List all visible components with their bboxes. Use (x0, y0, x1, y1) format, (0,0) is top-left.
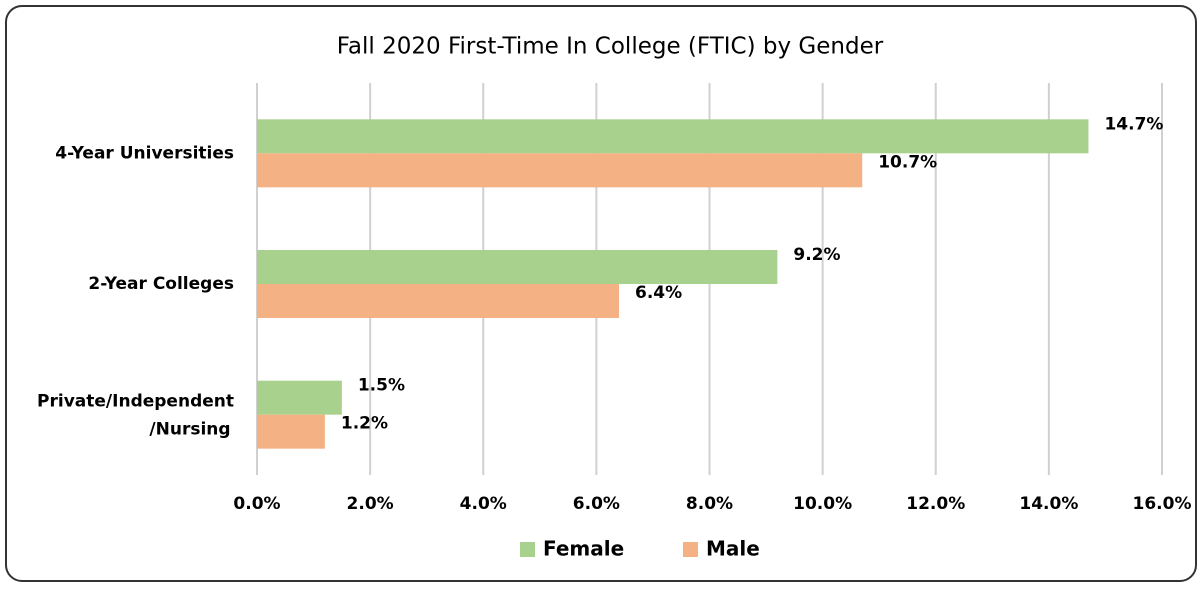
bar (257, 284, 619, 318)
x-tick-label: 0.0% (233, 494, 280, 514)
x-tick-label: 6.0% (573, 494, 620, 514)
x-tick-label: 16.0% (1133, 494, 1192, 514)
x-tick-label: 4.0% (460, 494, 507, 514)
x-tick-label: 8.0% (686, 494, 733, 514)
bar (257, 119, 1089, 154)
legend-label: Female (543, 537, 624, 561)
y-tick-label: Private/Independent/Nursing (37, 392, 234, 440)
x-tick-label: 10.0% (793, 494, 852, 514)
data-label: 9.2% (793, 245, 840, 265)
data-label: 1.2% (341, 414, 388, 434)
data-label: 10.7% (878, 152, 937, 172)
bar (257, 153, 863, 188)
y-tick-label: 4-Year Universities (55, 143, 234, 163)
bar (257, 380, 342, 415)
bar (257, 414, 325, 449)
chart-title: Fall 2020 First-Time In College (FTIC) b… (337, 34, 884, 60)
bar (257, 250, 778, 284)
x-tick-label: 14.0% (1019, 494, 1078, 514)
data-label: 6.4% (635, 283, 682, 303)
legend-swatch (520, 542, 535, 557)
x-tick-label: 12.0% (906, 494, 965, 514)
y-tick-label-line: Private/Independent (37, 392, 234, 412)
legend-label: Male (706, 537, 760, 561)
data-label: 1.5% (358, 376, 405, 396)
y-tick-label: 2-Year Colleges (88, 274, 234, 294)
x-tick-label: 2.0% (347, 494, 394, 514)
legend-swatch (683, 542, 698, 557)
data-label: 14.7% (1104, 114, 1163, 134)
y-tick-label-line: /Nursing (149, 420, 230, 440)
